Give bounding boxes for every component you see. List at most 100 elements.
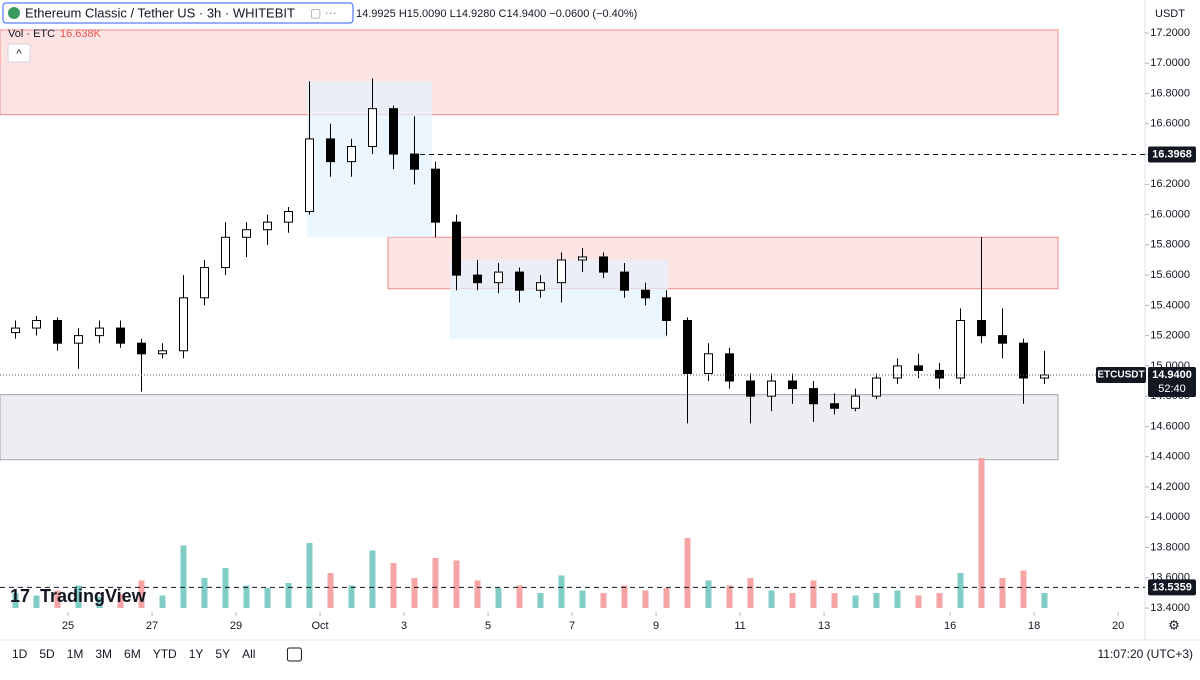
volume-bar (1020, 570, 1027, 608)
volume-bar (768, 590, 775, 608)
volume-bar (747, 578, 754, 608)
volume-bar (852, 595, 859, 608)
candle-body (578, 256, 587, 261)
y-tick-label: 14.4000 (1150, 451, 1190, 463)
volume-bar (915, 595, 922, 608)
candle-body (32, 320, 41, 329)
volume-bar (495, 588, 502, 608)
volume-bar (978, 458, 985, 608)
y-tick-label: 17.2000 (1150, 27, 1190, 39)
volume-bar (54, 590, 61, 608)
menu-icons[interactable]: ▢ ⋯ (310, 6, 337, 20)
candle-body (599, 256, 608, 273)
volume-bar (75, 585, 82, 608)
range-button[interactable]: 1M (67, 647, 84, 661)
x-tick-label: 20 (1112, 620, 1124, 632)
y-tick-label: 15.2000 (1150, 330, 1190, 342)
candle-body (725, 353, 734, 382)
volume-bar (138, 580, 145, 608)
volume-bar (306, 543, 313, 608)
y-tick-label: 16.2000 (1150, 178, 1190, 190)
calendar-icon[interactable] (286, 647, 302, 662)
collapse-button[interactable] (7, 43, 31, 63)
volume-bar (642, 590, 649, 608)
range-button[interactable]: 1Y (189, 647, 204, 661)
clock: 11:07:20 (UTC+3) (1098, 647, 1194, 661)
x-tick-label: 11 (734, 620, 745, 632)
range-button[interactable]: 6M (124, 647, 141, 661)
countdown: 52:40 (1158, 383, 1186, 395)
x-tick-label: 13 (818, 620, 830, 632)
range-button[interactable]: 1D (12, 647, 28, 661)
x-tick-label: 29 (230, 620, 242, 632)
y-tick-label: 17.0000 (1150, 57, 1190, 69)
symbol-title: Ethereum Classic / Tether US · 3h · WHIT… (25, 5, 295, 20)
range-button[interactable]: All (242, 647, 255, 661)
volume-bar (684, 538, 691, 608)
x-tick-label: 7 (569, 620, 575, 632)
candle-body (641, 289, 650, 299)
symbol-tag-label: ETCUSDT (1097, 370, 1144, 381)
last-price-box (1148, 366, 1196, 397)
volume-value: 16.638K (60, 28, 102, 40)
volume-bar (579, 590, 586, 608)
candle-body (200, 267, 209, 299)
volume-bar (957, 573, 964, 608)
volume-bar (117, 594, 124, 608)
zone (0, 29, 1059, 116)
volume-bar (705, 580, 712, 608)
y-tick-label: 14.0000 (1150, 511, 1190, 523)
y-tick-label: 16.8000 (1150, 87, 1190, 99)
candle-body (11, 327, 20, 334)
candle-body (935, 369, 944, 379)
x-tick-label: 27 (146, 620, 158, 632)
volume-bar (222, 568, 229, 608)
volume-bar (201, 578, 208, 608)
logo: TradingView (40, 586, 147, 606)
volume-bar (12, 593, 19, 608)
range-button[interactable]: 5D (39, 647, 55, 661)
candle-body (410, 153, 419, 170)
settings-icon[interactable]: ⚙ (1168, 617, 1180, 632)
candle-body (158, 350, 167, 355)
candle-body (515, 271, 524, 291)
volume-bar (789, 593, 796, 608)
volume-bar (516, 585, 523, 608)
volume-bar (558, 575, 565, 608)
volume-bar (180, 545, 187, 608)
volume-bar (327, 573, 334, 608)
candle-body (767, 380, 776, 397)
candle-body (557, 259, 566, 284)
y-tick-label: 14.6000 (1150, 420, 1190, 432)
volume-bar (264, 588, 271, 608)
volume-bar (432, 558, 439, 608)
y-tick-label: 15.4000 (1150, 299, 1190, 311)
x-tick-label: 9 (653, 620, 659, 632)
candle-body (830, 403, 839, 409)
x-tick-label: Oct (311, 620, 328, 632)
symbol-icon (8, 7, 20, 19)
candle-body (872, 377, 881, 397)
candle-body (74, 335, 83, 344)
symbol-box[interactable] (2, 2, 354, 24)
candle-body (893, 365, 902, 379)
currency[interactable]: USDT (1155, 8, 1185, 20)
range-button[interactable]: 5Y (215, 647, 230, 661)
volume-bar (537, 593, 544, 608)
candle-body (851, 395, 860, 409)
ohlc: 14.9925 H15.0090 L14.9280 C14.9400 −0.06… (356, 8, 637, 20)
x-tick-label: 16 (944, 620, 956, 632)
range-button[interactable]: YTD (153, 647, 177, 661)
volume-bar (369, 550, 376, 608)
y-tick-label: 16.6000 (1150, 118, 1190, 130)
x-tick-label: 5 (485, 620, 491, 632)
volume-bar (894, 590, 901, 608)
volume-bar (1041, 593, 1048, 608)
last-price-label: 14.9400 (1152, 369, 1192, 381)
volume-bar (726, 585, 733, 608)
candle-body (620, 271, 629, 291)
candle-body (221, 236, 230, 269)
range-button[interactable]: 3M (95, 647, 112, 661)
